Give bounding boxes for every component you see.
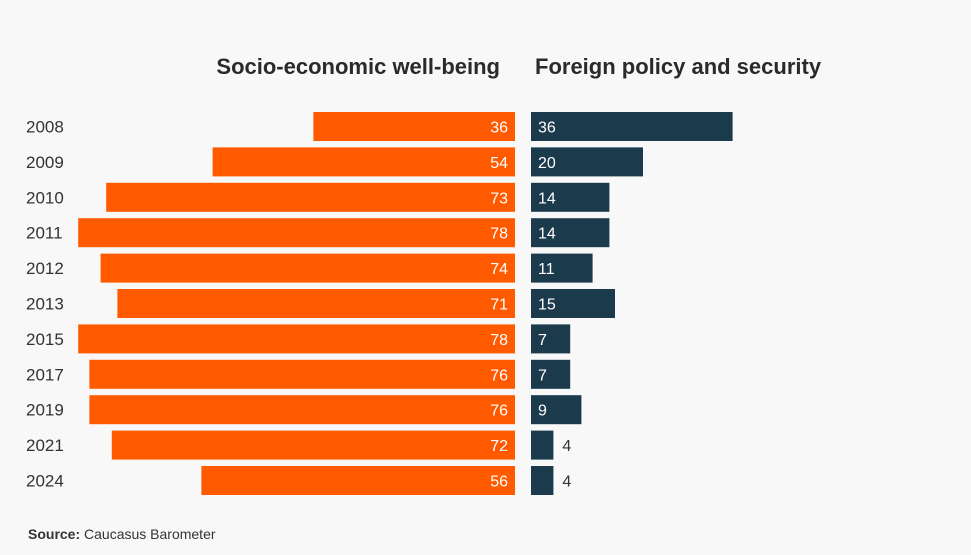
right-bar-value: 15 (538, 297, 556, 314)
right-bar-value: 7 (538, 367, 547, 384)
left-bar (78, 218, 515, 248)
right-bar-value: 7 (538, 332, 547, 349)
left-bar-value: 71 (490, 297, 508, 314)
left-bar-value: 73 (490, 190, 508, 207)
right-bar-value: 9 (538, 403, 547, 420)
left-bar (100, 253, 515, 283)
left-series-heading: Socio-economic well-being (216, 54, 500, 79)
right-bar (531, 359, 571, 389)
left-bar (89, 359, 516, 389)
left-bar-value: 72 (490, 438, 508, 455)
year-label: 2009 (26, 153, 64, 172)
year-label: 2021 (26, 436, 64, 455)
right-bar-value: 4 (562, 474, 571, 491)
right-bar-value: 14 (538, 190, 556, 207)
left-bar-value: 74 (490, 261, 508, 278)
year-label: 2010 (26, 188, 64, 207)
right-bar (531, 324, 571, 354)
right-bar (531, 430, 554, 460)
right-bar-value: 14 (538, 226, 556, 243)
year-label: 2024 (26, 472, 64, 491)
left-bar (78, 324, 515, 354)
right-bar (531, 395, 582, 425)
right-bar-value: 11 (538, 261, 555, 278)
right-bar (531, 466, 554, 495)
right-bar (531, 218, 610, 248)
right-bar (531, 147, 643, 177)
year-label: 2011 (26, 224, 63, 243)
left-bar (89, 395, 516, 425)
source-text: Caucasus Barometer (80, 526, 216, 542)
left-bar-value: 78 (490, 332, 508, 349)
left-bar (111, 430, 516, 460)
year-label: 2013 (26, 295, 64, 314)
left-bar (106, 182, 515, 212)
right-bar (531, 253, 593, 283)
source-label: Source: (28, 526, 80, 542)
left-bar-value: 54 (490, 155, 508, 172)
source-note: Source: Caucasus Barometer (28, 526, 216, 542)
year-label: 2015 (26, 330, 64, 349)
right-bar (531, 289, 615, 318)
left-bar-value: 76 (490, 403, 508, 420)
year-label: 2012 (26, 259, 64, 278)
left-bar-value: 36 (490, 120, 508, 137)
right-bar (531, 112, 733, 141)
year-label: 2008 (26, 118, 64, 137)
left-bar-value: 76 (490, 367, 508, 384)
year-label: 2019 (26, 401, 64, 420)
left-bar-value: 78 (490, 226, 508, 243)
right-bar (531, 182, 610, 212)
left-bar (117, 289, 516, 318)
right-series-heading: Foreign policy and security (535, 54, 822, 79)
right-bar-value: 36 (538, 120, 556, 137)
right-bar-value: 20 (538, 155, 556, 172)
right-bar-value: 4 (562, 438, 571, 455)
left-bar (212, 147, 515, 177)
year-label: 2017 (26, 365, 64, 384)
left-bar (201, 466, 515, 495)
left-bar-value: 56 (490, 474, 508, 491)
left-bar (313, 112, 515, 141)
